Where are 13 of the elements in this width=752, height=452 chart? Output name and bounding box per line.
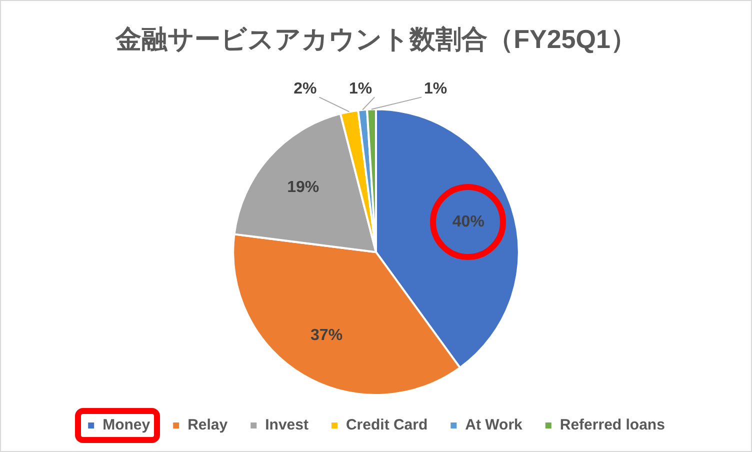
data-label: 19% xyxy=(287,179,320,196)
legend-label: Credit Card xyxy=(346,416,428,434)
data-label: 1% xyxy=(348,80,372,98)
data-label: 1% xyxy=(424,80,448,98)
legend-label: Relay xyxy=(188,416,228,434)
data-label: 37% xyxy=(310,327,343,344)
legend-label: Money xyxy=(102,416,151,434)
legend-label: Referred loans xyxy=(560,416,665,434)
legend-label: Invest xyxy=(265,416,308,434)
data-label: 40% xyxy=(452,213,484,230)
chart-title: 金融サービスアカウント数割合（FY25Q1） xyxy=(114,24,636,54)
legend-label: At Work xyxy=(465,416,524,434)
data-label: 2% xyxy=(294,80,317,98)
